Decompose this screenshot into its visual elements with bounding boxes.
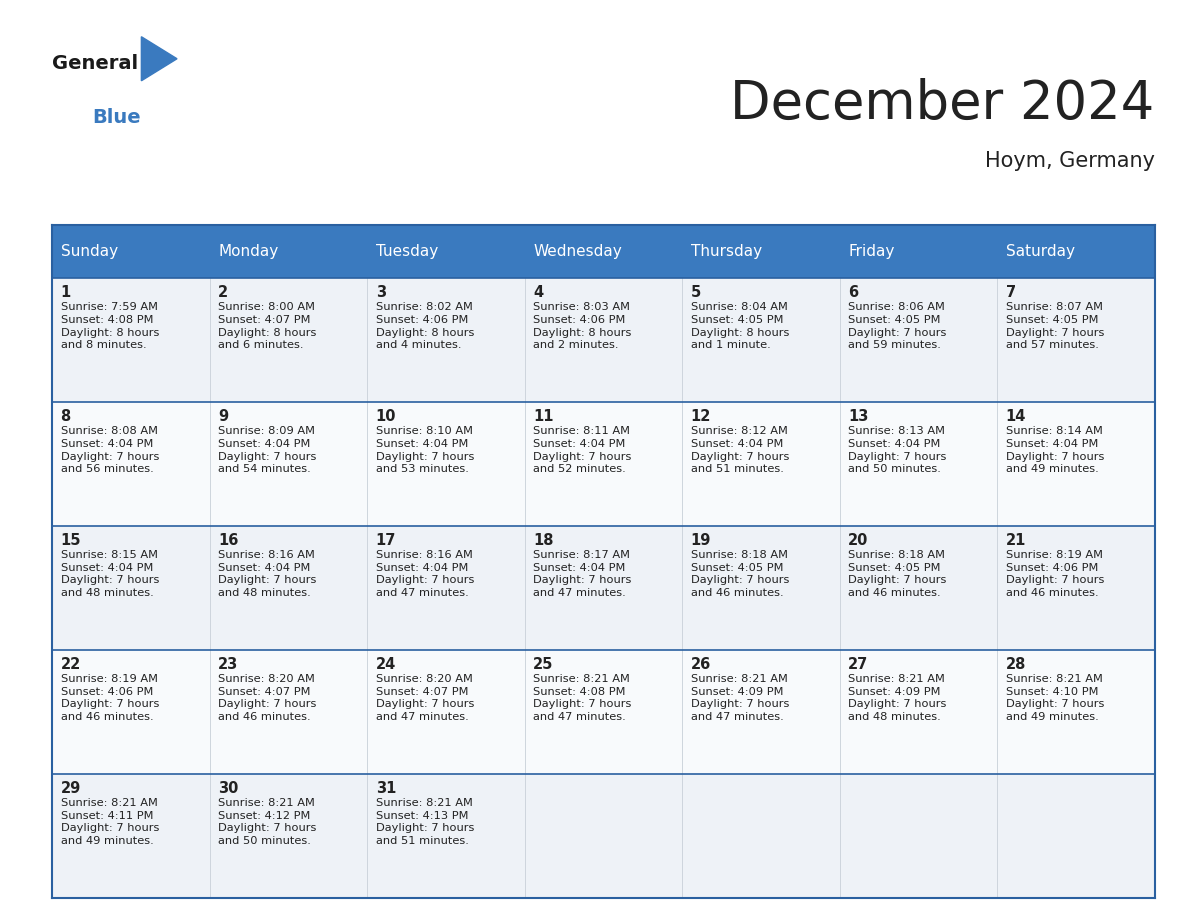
Text: Thursday: Thursday bbox=[690, 244, 762, 259]
Text: 1: 1 bbox=[61, 285, 71, 300]
Text: 13: 13 bbox=[848, 409, 868, 424]
Text: Sunrise: 8:20 AM
Sunset: 4:07 PM
Daylight: 7 hours
and 47 minutes.: Sunrise: 8:20 AM Sunset: 4:07 PM Dayligh… bbox=[375, 674, 474, 722]
Text: 21: 21 bbox=[1005, 533, 1026, 548]
Text: 27: 27 bbox=[848, 657, 868, 672]
Text: Sunrise: 8:11 AM
Sunset: 4:04 PM
Daylight: 7 hours
and 52 minutes.: Sunrise: 8:11 AM Sunset: 4:04 PM Dayligh… bbox=[533, 426, 632, 475]
Text: 23: 23 bbox=[219, 657, 239, 672]
Text: 25: 25 bbox=[533, 657, 554, 672]
Text: 31: 31 bbox=[375, 781, 396, 796]
Text: Hoym, Germany: Hoym, Germany bbox=[985, 151, 1155, 172]
Text: Sunrise: 8:20 AM
Sunset: 4:07 PM
Daylight: 7 hours
and 46 minutes.: Sunrise: 8:20 AM Sunset: 4:07 PM Dayligh… bbox=[219, 674, 316, 722]
Text: Monday: Monday bbox=[219, 244, 278, 259]
Text: Saturday: Saturday bbox=[1005, 244, 1075, 259]
Text: Sunrise: 8:02 AM
Sunset: 4:06 PM
Daylight: 8 hours
and 4 minutes.: Sunrise: 8:02 AM Sunset: 4:06 PM Dayligh… bbox=[375, 302, 474, 351]
Bar bbox=[52, 402, 1155, 526]
Text: Sunrise: 8:15 AM
Sunset: 4:04 PM
Daylight: 7 hours
and 48 minutes.: Sunrise: 8:15 AM Sunset: 4:04 PM Dayligh… bbox=[61, 550, 159, 599]
Text: Sunrise: 8:19 AM
Sunset: 4:06 PM
Daylight: 7 hours
and 46 minutes.: Sunrise: 8:19 AM Sunset: 4:06 PM Dayligh… bbox=[61, 674, 159, 722]
Text: 29: 29 bbox=[61, 781, 81, 796]
Bar bbox=[52, 225, 1155, 278]
Text: 12: 12 bbox=[690, 409, 710, 424]
Text: 16: 16 bbox=[219, 533, 239, 548]
Text: 18: 18 bbox=[533, 533, 554, 548]
Text: 28: 28 bbox=[1005, 657, 1026, 672]
Text: 7: 7 bbox=[1005, 285, 1016, 300]
Polygon shape bbox=[141, 37, 177, 81]
Text: 6: 6 bbox=[848, 285, 858, 300]
Text: Wednesday: Wednesday bbox=[533, 244, 621, 259]
Text: Sunrise: 8:04 AM
Sunset: 4:05 PM
Daylight: 8 hours
and 1 minute.: Sunrise: 8:04 AM Sunset: 4:05 PM Dayligh… bbox=[690, 302, 789, 351]
Text: Sunrise: 8:17 AM
Sunset: 4:04 PM
Daylight: 7 hours
and 47 minutes.: Sunrise: 8:17 AM Sunset: 4:04 PM Dayligh… bbox=[533, 550, 632, 599]
Text: Sunrise: 8:21 AM
Sunset: 4:11 PM
Daylight: 7 hours
and 49 minutes.: Sunrise: 8:21 AM Sunset: 4:11 PM Dayligh… bbox=[61, 798, 159, 846]
Text: 30: 30 bbox=[219, 781, 239, 796]
Text: 15: 15 bbox=[61, 533, 81, 548]
Bar bbox=[52, 650, 1155, 774]
Text: Sunrise: 8:10 AM
Sunset: 4:04 PM
Daylight: 7 hours
and 53 minutes.: Sunrise: 8:10 AM Sunset: 4:04 PM Dayligh… bbox=[375, 426, 474, 475]
Text: Sunrise: 8:21 AM
Sunset: 4:13 PM
Daylight: 7 hours
and 51 minutes.: Sunrise: 8:21 AM Sunset: 4:13 PM Dayligh… bbox=[375, 798, 474, 846]
Text: Tuesday: Tuesday bbox=[375, 244, 438, 259]
Text: Sunrise: 8:21 AM
Sunset: 4:09 PM
Daylight: 7 hours
and 48 minutes.: Sunrise: 8:21 AM Sunset: 4:09 PM Dayligh… bbox=[848, 674, 947, 722]
Text: 22: 22 bbox=[61, 657, 81, 672]
Text: General: General bbox=[52, 54, 138, 73]
Text: December 2024: December 2024 bbox=[731, 78, 1155, 130]
Text: Sunday: Sunday bbox=[61, 244, 118, 259]
Text: 10: 10 bbox=[375, 409, 396, 424]
Text: Sunrise: 7:59 AM
Sunset: 4:08 PM
Daylight: 8 hours
and 8 minutes.: Sunrise: 7:59 AM Sunset: 4:08 PM Dayligh… bbox=[61, 302, 159, 351]
Text: Sunrise: 8:00 AM
Sunset: 4:07 PM
Daylight: 8 hours
and 6 minutes.: Sunrise: 8:00 AM Sunset: 4:07 PM Dayligh… bbox=[219, 302, 316, 351]
Text: 5: 5 bbox=[690, 285, 701, 300]
Text: 17: 17 bbox=[375, 533, 396, 548]
Text: Sunrise: 8:19 AM
Sunset: 4:06 PM
Daylight: 7 hours
and 46 minutes.: Sunrise: 8:19 AM Sunset: 4:06 PM Dayligh… bbox=[1005, 550, 1104, 599]
Text: Sunrise: 8:13 AM
Sunset: 4:04 PM
Daylight: 7 hours
and 50 minutes.: Sunrise: 8:13 AM Sunset: 4:04 PM Dayligh… bbox=[848, 426, 947, 475]
Text: Sunrise: 8:21 AM
Sunset: 4:09 PM
Daylight: 7 hours
and 47 minutes.: Sunrise: 8:21 AM Sunset: 4:09 PM Dayligh… bbox=[690, 674, 789, 722]
Bar bbox=[52, 774, 1155, 898]
Text: 11: 11 bbox=[533, 409, 554, 424]
Bar bbox=[52, 278, 1155, 402]
Text: Sunrise: 8:08 AM
Sunset: 4:04 PM
Daylight: 7 hours
and 56 minutes.: Sunrise: 8:08 AM Sunset: 4:04 PM Dayligh… bbox=[61, 426, 159, 475]
Text: Sunrise: 8:16 AM
Sunset: 4:04 PM
Daylight: 7 hours
and 47 minutes.: Sunrise: 8:16 AM Sunset: 4:04 PM Dayligh… bbox=[375, 550, 474, 599]
Text: Sunrise: 8:18 AM
Sunset: 4:05 PM
Daylight: 7 hours
and 46 minutes.: Sunrise: 8:18 AM Sunset: 4:05 PM Dayligh… bbox=[848, 550, 947, 599]
Text: 19: 19 bbox=[690, 533, 710, 548]
Bar bbox=[52, 526, 1155, 650]
Text: 26: 26 bbox=[690, 657, 710, 672]
Text: Sunrise: 8:18 AM
Sunset: 4:05 PM
Daylight: 7 hours
and 46 minutes.: Sunrise: 8:18 AM Sunset: 4:05 PM Dayligh… bbox=[690, 550, 789, 599]
Text: 8: 8 bbox=[61, 409, 71, 424]
Text: Friday: Friday bbox=[848, 244, 895, 259]
Text: Blue: Blue bbox=[93, 108, 141, 128]
Text: Sunrise: 8:21 AM
Sunset: 4:10 PM
Daylight: 7 hours
and 49 minutes.: Sunrise: 8:21 AM Sunset: 4:10 PM Dayligh… bbox=[1005, 674, 1104, 722]
Text: Sunrise: 8:09 AM
Sunset: 4:04 PM
Daylight: 7 hours
and 54 minutes.: Sunrise: 8:09 AM Sunset: 4:04 PM Dayligh… bbox=[219, 426, 316, 475]
Text: Sunrise: 8:21 AM
Sunset: 4:12 PM
Daylight: 7 hours
and 50 minutes.: Sunrise: 8:21 AM Sunset: 4:12 PM Dayligh… bbox=[219, 798, 316, 846]
Text: 14: 14 bbox=[1005, 409, 1026, 424]
Text: 2: 2 bbox=[219, 285, 228, 300]
Text: Sunrise: 8:16 AM
Sunset: 4:04 PM
Daylight: 7 hours
and 48 minutes.: Sunrise: 8:16 AM Sunset: 4:04 PM Dayligh… bbox=[219, 550, 316, 599]
Text: Sunrise: 8:03 AM
Sunset: 4:06 PM
Daylight: 8 hours
and 2 minutes.: Sunrise: 8:03 AM Sunset: 4:06 PM Dayligh… bbox=[533, 302, 632, 351]
Text: 3: 3 bbox=[375, 285, 386, 300]
Text: 20: 20 bbox=[848, 533, 868, 548]
Text: 24: 24 bbox=[375, 657, 396, 672]
Text: Sunrise: 8:07 AM
Sunset: 4:05 PM
Daylight: 7 hours
and 57 minutes.: Sunrise: 8:07 AM Sunset: 4:05 PM Dayligh… bbox=[1005, 302, 1104, 351]
Text: Sunrise: 8:12 AM
Sunset: 4:04 PM
Daylight: 7 hours
and 51 minutes.: Sunrise: 8:12 AM Sunset: 4:04 PM Dayligh… bbox=[690, 426, 789, 475]
Text: Sunrise: 8:14 AM
Sunset: 4:04 PM
Daylight: 7 hours
and 49 minutes.: Sunrise: 8:14 AM Sunset: 4:04 PM Dayligh… bbox=[1005, 426, 1104, 475]
Text: Sunrise: 8:06 AM
Sunset: 4:05 PM
Daylight: 7 hours
and 59 minutes.: Sunrise: 8:06 AM Sunset: 4:05 PM Dayligh… bbox=[848, 302, 947, 351]
Text: 4: 4 bbox=[533, 285, 543, 300]
Text: 9: 9 bbox=[219, 409, 228, 424]
Text: Sunrise: 8:21 AM
Sunset: 4:08 PM
Daylight: 7 hours
and 47 minutes.: Sunrise: 8:21 AM Sunset: 4:08 PM Dayligh… bbox=[533, 674, 632, 722]
